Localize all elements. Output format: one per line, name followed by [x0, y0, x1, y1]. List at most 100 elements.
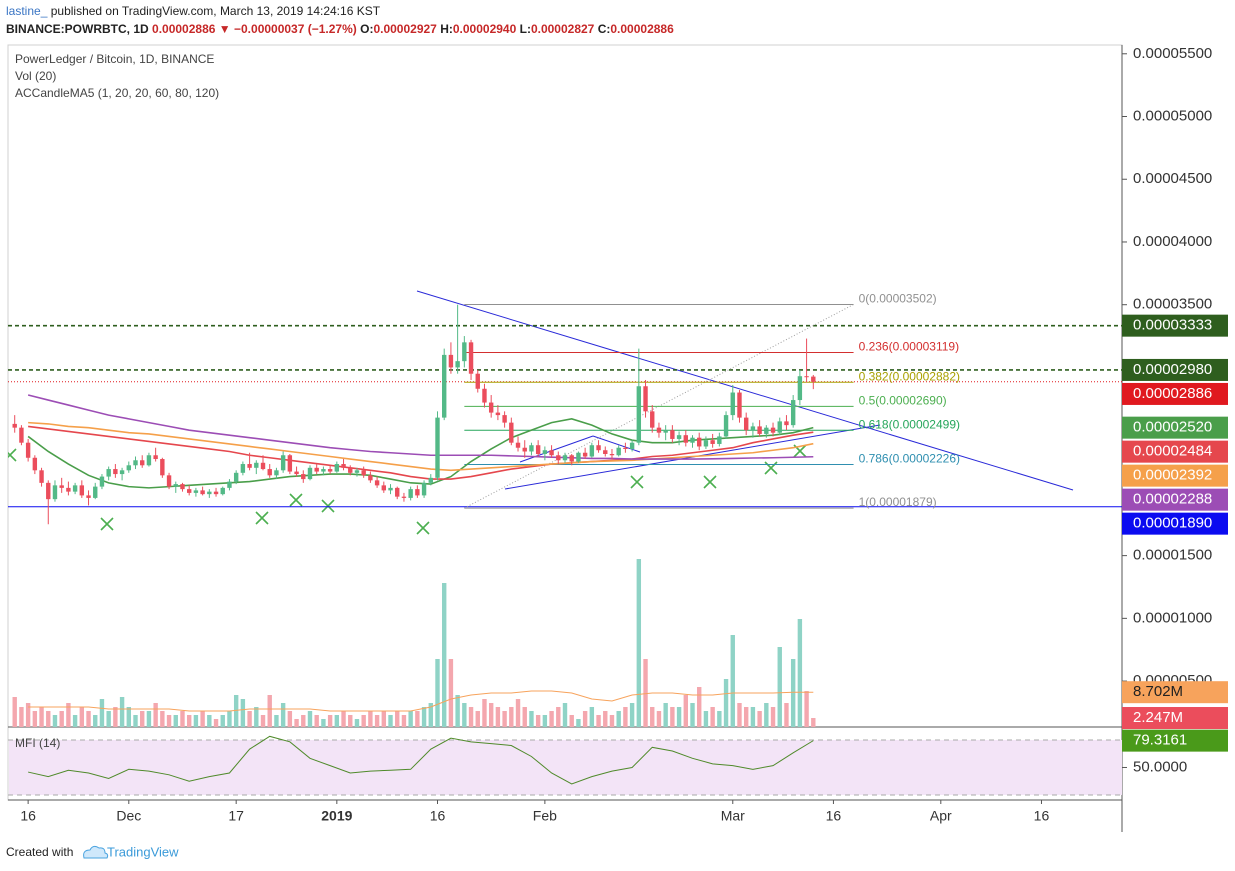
volume-title: Vol (20)	[15, 69, 56, 83]
price-label-box	[1122, 440, 1228, 463]
price-label: 0.00002484	[1133, 443, 1212, 460]
y-tick-label: 0.00001500	[1133, 547, 1212, 564]
candle-body	[616, 447, 621, 456]
x-marker	[416, 521, 430, 535]
price-label-box	[1122, 488, 1228, 511]
candle-body	[770, 427, 776, 433]
volume-bar	[247, 711, 252, 727]
mfi-label-box	[1122, 729, 1228, 752]
volume-bar	[811, 718, 816, 727]
mfi-label: 79.3161	[1133, 732, 1187, 749]
price-pane: 0(0.00003502) 0.236(0.00003119) 0.382(0.00…	[8, 292, 1122, 727]
mfi-title: MFI (14)	[15, 736, 60, 750]
candle-body	[314, 467, 319, 472]
volume-bar	[643, 659, 648, 727]
volume-bar	[260, 715, 266, 727]
fib-label: 0.786(0.00002226)	[859, 452, 960, 466]
candle-body	[334, 464, 340, 472]
candle-body	[428, 477, 433, 483]
volume-bar	[784, 703, 789, 727]
volume-bar	[717, 711, 722, 727]
volume-ma-line	[28, 690, 814, 712]
candle-body	[341, 464, 346, 468]
candle-body	[66, 487, 71, 492]
x-tick-label: Mar	[721, 808, 745, 824]
volume-bar	[737, 703, 742, 727]
price-label: 0.00002392	[1133, 467, 1212, 484]
volume-bar	[475, 711, 480, 727]
moving-average	[27, 418, 814, 489]
trendline	[519, 435, 594, 463]
x-marker	[8, 448, 17, 462]
candle-body	[395, 487, 400, 497]
volume-bar	[301, 715, 306, 727]
volume-bar	[395, 711, 400, 727]
moving-average	[27, 394, 814, 460]
volume-bar	[777, 647, 782, 727]
volume-bar	[280, 703, 286, 727]
x-marker	[321, 499, 335, 513]
volume-bar	[468, 707, 474, 727]
volume-bar	[153, 703, 158, 727]
volume-bar	[770, 707, 776, 727]
x-tick-label: Dec	[116, 808, 141, 824]
candle-body	[509, 422, 514, 443]
y-tick-label: 0.00004000	[1133, 233, 1212, 250]
y-tick-label: 0.00003500	[1133, 296, 1212, 313]
candle-body	[582, 452, 588, 457]
candle-body	[307, 467, 313, 480]
candle-body	[556, 455, 561, 461]
candle-body	[99, 476, 105, 487]
candle-body	[227, 481, 232, 488]
candle-body	[569, 455, 574, 462]
x-marker	[255, 511, 269, 525]
candle-body	[119, 470, 125, 475]
volume-bar	[32, 711, 38, 727]
volume-bar	[381, 711, 387, 727]
volume-bar	[542, 715, 548, 727]
candle-body	[676, 435, 682, 439]
mfi-tick-label: 50.0000	[1133, 758, 1187, 775]
arrow: ▼	[219, 22, 231, 36]
volume-bar	[569, 715, 574, 727]
candle-body	[743, 417, 749, 431]
volume-bar	[723, 679, 729, 727]
fib-label: 0.5(0.00002690)	[859, 393, 947, 407]
price-label-box	[1122, 416, 1228, 439]
candle-body	[757, 426, 762, 434]
y-tick-label: 0.00001000	[1133, 609, 1212, 626]
candle-body	[52, 485, 58, 500]
candle-body	[153, 455, 158, 460]
price-label: 0.00001890	[1133, 515, 1212, 532]
fib-label: 0(0.00003502)	[859, 292, 937, 306]
candle-body	[730, 392, 735, 416]
candle-body	[86, 495, 91, 498]
volume-bar	[764, 703, 769, 727]
volume-bar	[697, 687, 702, 727]
candle-body	[12, 423, 17, 428]
candle-body	[717, 436, 722, 444]
candle-body	[415, 489, 420, 496]
candle-body	[811, 376, 816, 382]
volume-bar	[287, 711, 293, 727]
price-label: 8.702M	[1133, 683, 1183, 700]
candle-body	[140, 460, 145, 466]
volume-bar	[314, 715, 319, 727]
candle-body	[254, 462, 259, 468]
volume-bar	[448, 659, 454, 727]
volume-bar	[86, 711, 91, 727]
candle-body	[643, 386, 648, 412]
volume-bar	[804, 691, 809, 727]
candle-body	[549, 450, 554, 456]
volume-bar	[442, 583, 447, 727]
price: 0.00002886	[152, 22, 216, 36]
candle-body	[495, 412, 501, 416]
volume-bar	[200, 711, 205, 727]
close: 0.00002886	[610, 22, 674, 36]
candle-body	[468, 342, 474, 374]
volume-bar	[193, 715, 199, 727]
candle-body	[603, 450, 608, 454]
volume-bar	[254, 707, 259, 727]
volume-bar	[93, 715, 98, 727]
